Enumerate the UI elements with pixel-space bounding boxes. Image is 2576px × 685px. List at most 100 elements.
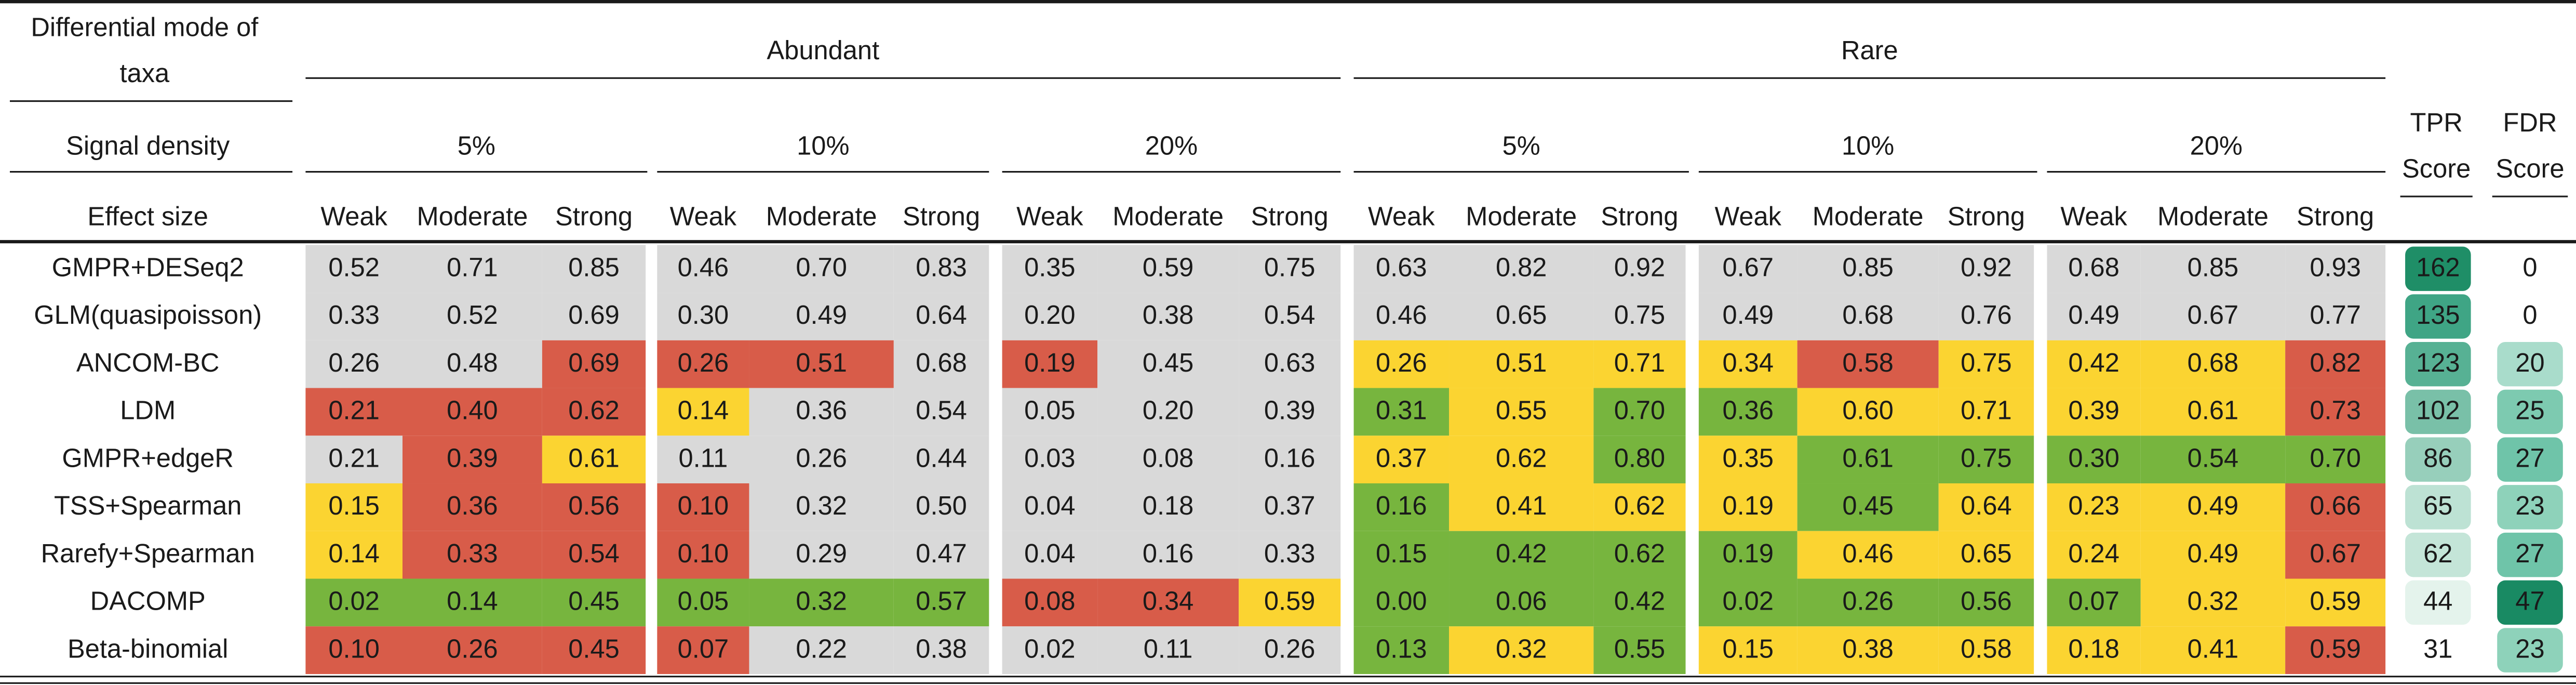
table-cell: 0.26 (749, 436, 894, 484)
table-cell: 0.37 (1353, 436, 1450, 484)
effect-header: Moderate (1466, 204, 1577, 232)
tpr-score: 86 (2405, 437, 2471, 482)
group-rare-rule (1353, 77, 2386, 79)
table-cell: 0.24 (2047, 531, 2141, 579)
table-cell: 0.58 (1797, 340, 1939, 388)
table-cell: 0.23 (2047, 483, 2141, 531)
table-cell: 0.63 (1353, 245, 1450, 293)
table-cell: 0.61 (2140, 388, 2286, 436)
table-cell: 0.15 (305, 483, 403, 531)
table-cell: 0.46 (657, 245, 749, 293)
method-label: TSS+Spearman (53, 492, 242, 521)
bottom-rule-2 (0, 681, 2576, 683)
table-cell: 0.77 (2285, 293, 2386, 340)
table-cell: 0.36 (749, 388, 894, 436)
table-cell: 0.66 (2285, 483, 2386, 531)
density-abundant-20: 20% (1145, 133, 1198, 162)
table-cell: 0.73 (2285, 388, 2386, 436)
table-cell: 0.26 (657, 340, 749, 388)
table-cell: 0.49 (2047, 293, 2141, 340)
table-cell: 0.03 (1002, 436, 1098, 484)
table-cell: 0.26 (1239, 626, 1341, 674)
effect-header: Weak (669, 204, 737, 232)
table-cell: 0.14 (305, 531, 403, 579)
table-cell: 0.56 (1938, 578, 2034, 627)
table-cell: 0.05 (1002, 388, 1098, 436)
effect-header: Moderate (417, 204, 528, 232)
table-cell: 0.52 (403, 293, 542, 340)
table-cell: 0.76 (1938, 293, 2034, 340)
table-cell: 0.80 (1593, 436, 1686, 484)
table-cell: 0.70 (2285, 436, 2386, 484)
signal-density-label: Signal density (66, 133, 230, 162)
table-cell: 0.70 (1593, 388, 1686, 436)
table-cell: 0.50 (893, 483, 989, 531)
table-cell: 0.42 (2047, 340, 2141, 388)
table-cell: 0.07 (657, 626, 749, 674)
table-cell: 0.38 (893, 626, 989, 674)
fdr-header-rule (2492, 195, 2568, 197)
table-cell: 0.19 (1698, 483, 1797, 531)
table-cell: 0.34 (1698, 340, 1797, 388)
table-cell: 0.67 (2285, 531, 2386, 579)
table-cell: 0.10 (657, 483, 749, 531)
fdr-score: 23 (2497, 628, 2563, 673)
table-cell: 0.83 (893, 245, 989, 293)
method-label: GMPR+DESeq2 (51, 254, 244, 282)
tpr-score: 162 (2405, 246, 2471, 291)
effect-header: Moderate (2157, 204, 2269, 232)
tpr-score: 135 (2405, 294, 2471, 339)
bottom-rule-1 (0, 676, 2576, 678)
table-cell: 0.48 (403, 340, 542, 388)
table-cell: 0.68 (1797, 293, 1939, 340)
tpr-score: 102 (2405, 389, 2471, 434)
table-cell: 0.56 (542, 483, 646, 531)
table-cell: 0.41 (1449, 483, 1594, 531)
table-cell: 0.13 (1353, 626, 1450, 674)
table-cell: 0.35 (1698, 436, 1797, 484)
table-cell: 0.07 (2047, 578, 2141, 627)
table-cell: 0.63 (1239, 340, 1341, 388)
table-cell: 0.61 (1797, 436, 1939, 484)
method-label: ANCOM-BC (76, 349, 220, 377)
density-abundant-10-rule (657, 170, 989, 173)
tpr-score: 44 (2405, 580, 2471, 625)
table-cell: 0.10 (657, 531, 749, 579)
table-cell: 0.59 (2285, 626, 2386, 674)
table-cell: 0.33 (1239, 531, 1341, 579)
density-rare-20: 20% (2190, 133, 2243, 162)
effect-header: Weak (1016, 204, 1083, 232)
header-body-rule (0, 240, 2576, 243)
table-cell: 0.49 (2140, 483, 2286, 531)
table-cell: 0.59 (2285, 578, 2386, 627)
table-cell: 0.64 (1938, 483, 2034, 531)
table-cell: 0.65 (1938, 531, 2034, 579)
table-cell: 0.11 (1097, 626, 1239, 674)
table-cell: 0.51 (749, 340, 894, 388)
table-cell: 0.16 (1097, 531, 1239, 579)
table-cell: 0.65 (1449, 293, 1594, 340)
table-cell: 0.82 (1449, 245, 1594, 293)
table-cell: 0.68 (2140, 340, 2286, 388)
table-cell: 0.59 (1239, 578, 1341, 627)
table-cell: 0.38 (1097, 293, 1239, 340)
tpr-header-line1: TPR (2410, 110, 2463, 138)
table-cell: 0.32 (749, 578, 894, 627)
table-cell: 0.59 (1097, 245, 1239, 293)
table-cell: 0.71 (1593, 340, 1686, 388)
table-cell: 0.39 (403, 436, 542, 484)
table-cell: 0.46 (1797, 531, 1939, 579)
table-cell: 0.18 (2047, 626, 2141, 674)
table-cell: 0.85 (1797, 245, 1939, 293)
effect-header: Weak (320, 204, 387, 232)
effect-header: Strong (902, 204, 981, 232)
table-cell: 0.31 (1353, 388, 1450, 436)
table-cell: 0.06 (1449, 578, 1594, 627)
table-cell: 0.75 (1938, 340, 2034, 388)
table-cell: 0.62 (1593, 531, 1686, 579)
table-cell: 0.15 (1353, 531, 1450, 579)
table-cell: 0.49 (2140, 531, 2286, 579)
table-cell: 0.44 (893, 436, 989, 484)
table-cell: 0.05 (657, 578, 749, 627)
table-cell: 0.60 (1797, 388, 1939, 436)
